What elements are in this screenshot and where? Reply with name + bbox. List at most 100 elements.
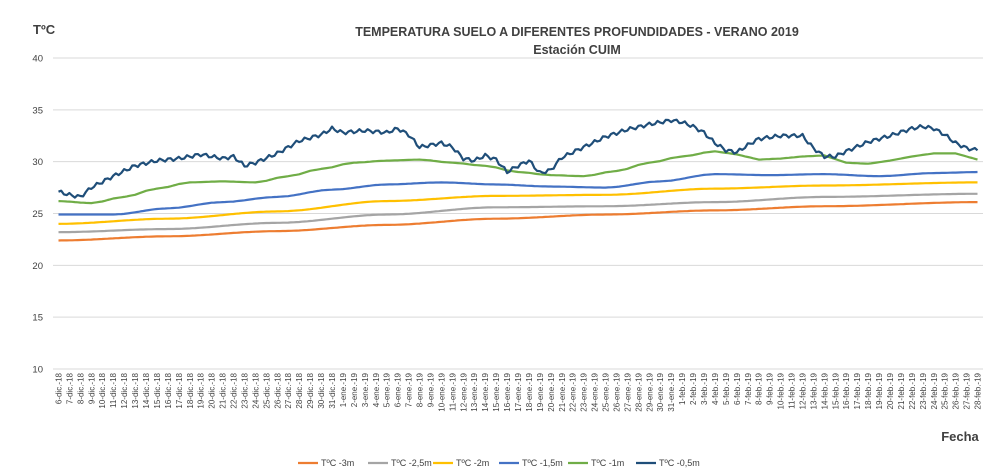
x-tick-label: 20-dic.-18 [208,372,217,408]
x-tick-label: 16-dic.-18 [164,372,173,408]
legend: TºC -3m TºC -2,5m TºC -2m TºC -1,5m TºC -1m T… [298,458,700,468]
x-tick-label: 26-feb.-19 [952,372,961,409]
series-line-0 [58,201,978,242]
y-tick-label: 15 [32,313,43,324]
x-tick-label: 9-dic.-18 [87,372,96,404]
x-axis-ticks: 6-dic.-18 7-dic.-18 8-dic.-18 9-dic.-18 10-d… [54,372,982,411]
x-tick-label: 17-ene.-19 [514,372,523,411]
y-tick-label: 10 [32,365,43,376]
x-tick-label: 18-feb.-19 [864,372,873,409]
x-tick-label: 24-dic.-18 [251,372,260,408]
x-tick-label: 21-feb.-19 [897,372,906,409]
x-tick-label: 23-dic.-18 [240,372,249,408]
series-line-2 [58,181,978,225]
y-tick-label: 25 [32,209,43,220]
x-tick-label: 8-dic.-18 [76,372,85,404]
x-tick-label: 12-ene.-19 [459,372,468,411]
x-tick-label: 11-dic.-18 [109,372,118,408]
series-line-4 [58,150,978,205]
x-tick-label: 21-dic.-18 [219,372,228,408]
x-tick-label: 27-dic.-18 [284,372,293,408]
x-tick-label: 16-ene.-19 [503,372,512,411]
x-tick-label: 28-ene.-19 [634,372,643,411]
chart-subtitle: Estación CUIM [533,43,621,57]
x-tick-label: 29-ene.-19 [645,372,654,411]
x-tick-label: 23-ene.-19 [580,372,589,411]
x-tick-label: 8-ene.-19 [416,372,425,407]
series-line-1 [58,192,978,234]
x-tick-label: 15-ene.-19 [492,372,501,411]
legend-label: TºC -2m [456,458,489,468]
x-tick-label: 10-feb.-19 [777,372,786,409]
x-tick-label: 9-ene.-19 [426,372,435,407]
x-tick-label: 21-ene.-19 [558,372,567,411]
legend-label: TºC -3m [321,458,354,468]
y-axis-ticks: 10 15 20 25 30 35 40 [32,54,43,376]
y-tick-label: 35 [32,105,43,116]
x-tick-label: 22-feb.-19 [908,372,917,409]
x-tick-label: 15-feb.-19 [831,372,840,409]
x-tick-label: 3-ene.-19 [361,372,370,407]
x-tick-label: 2-feb.-19 [689,372,698,405]
x-tick-label: 12-dic.-18 [120,372,129,408]
x-tick-label: 14-dic.-18 [142,372,151,408]
x-tick-label: 25-ene.-19 [602,372,611,411]
x-tick-label: 7-ene.-19 [405,372,414,407]
x-tick-label: 30-dic.-18 [317,372,326,408]
x-tick-label: 2-ene.-19 [350,372,359,407]
y-axis-title: TºC [33,22,56,37]
x-tick-label: 18-dic.-18 [186,372,195,408]
x-tick-label: 17-feb.-19 [853,372,862,409]
x-tick-label: 9-feb.-19 [766,372,775,405]
x-tick-label: 12-feb.-19 [798,372,807,409]
x-tick-label: 7-feb.-19 [744,372,753,405]
x-tick-label: 5-feb.-19 [722,372,731,405]
x-tick-label: 26-dic.-18 [273,372,282,408]
x-tick-label: 31-dic.-18 [328,372,337,408]
x-tick-label: 15-dic.-18 [153,372,162,408]
x-tick-label: 14-feb.-19 [820,372,829,409]
x-tick-label: 10-ene.-19 [437,372,446,411]
x-tick-label: 31-ene.-19 [667,372,676,411]
y-tick-label: 40 [32,54,43,65]
x-tick-label: 26-ene.-19 [612,372,621,411]
x-tick-label: 6-dic.-18 [54,372,63,404]
x-tick-label: 10-dic.-18 [98,372,107,408]
x-tick-label: 22-dic.-18 [230,372,239,408]
x-tick-label: 11-feb.-19 [788,372,797,408]
legend-label: TºC -2,5m [391,458,432,468]
x-tick-label: 19-ene.-19 [536,372,545,411]
chart-title: TEMPERATURA SUELO A DIFERENTES PROFUNDID… [355,25,799,39]
x-tick-label: 27-feb.-19 [963,372,972,409]
x-tick-label: 29-dic.-18 [306,372,315,408]
x-tick-label: 1-feb.-19 [678,372,687,405]
x-tick-label: 13-feb.-19 [809,372,818,409]
gridlines [53,57,983,370]
x-tick-label: 28-feb.-19 [974,372,983,409]
series-line-5 [58,118,979,199]
legend-label: TºC -0,5m [659,458,700,468]
y-tick-label: 20 [32,261,43,272]
x-tick-label: 6-feb.-19 [733,372,742,405]
x-tick-label: 25-dic.-18 [262,372,271,408]
x-tick-label: 24-feb.-19 [930,372,939,409]
x-tick-label: 23-feb.-19 [919,372,928,409]
series-line-3 [58,170,978,216]
x-tick-label: 25-feb.-19 [941,372,950,409]
x-tick-label: 19-feb.-19 [875,372,884,409]
x-tick-label: 24-ene.-19 [591,372,600,411]
x-tick-label: 20-feb.-19 [886,372,895,409]
x-tick-label: 4-feb.-19 [711,372,720,405]
x-tick-label: 7-dic.-18 [65,372,74,404]
x-tick-label: 20-ene.-19 [547,372,556,411]
x-tick-label: 6-ene.-19 [394,372,403,407]
x-tick-label: 4-ene.-19 [372,372,381,407]
legend-label: TºC -1,5m [522,458,563,468]
x-tick-label: 3-feb.-19 [700,372,709,405]
x-tick-label: 28-dic.-18 [295,372,304,408]
x-tick-label: 19-dic.-18 [197,372,206,408]
x-tick-label: 27-ene.-19 [623,372,632,411]
x-tick-label: 1-ene.-19 [339,372,348,407]
x-tick-label: 13-dic.-18 [131,372,140,408]
